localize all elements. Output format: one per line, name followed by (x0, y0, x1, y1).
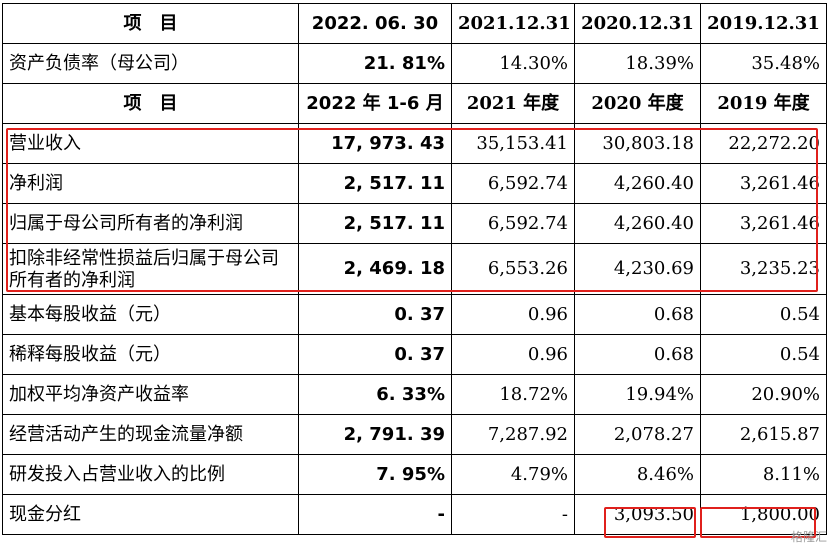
cell-2021: 4.79% (451, 454, 575, 495)
table-row: 研发投入占营业收入的比例 7. 95% 4.79% 8.46% 8.11% (2, 454, 827, 495)
cell-2021: 0.96 (451, 294, 575, 335)
cell-2019: 3,235.23 (700, 243, 827, 295)
cell-2020: 8.46% (574, 454, 701, 495)
header-2021-year: 2021 年度 (451, 83, 575, 124)
cell-2021: - (451, 494, 575, 535)
cell-2021: 18.72% (451, 374, 575, 415)
watermark: 格隆汇 (790, 530, 827, 544)
cell-2019: 2,615.87 (700, 414, 827, 455)
header-2019-year: 2019 年度 (700, 83, 827, 124)
cell-2020: 3,093.50 (574, 494, 701, 535)
header-item-label: 项 目 (2, 83, 299, 124)
cell-2019: 8.11% (700, 454, 827, 495)
row-label: 营业收入 (2, 123, 299, 164)
row-label: 现金分红 (2, 494, 299, 535)
row-label: 扣除非经常性损益后归属于母公司所有者的净利润 (2, 243, 299, 295)
table-row: 营业收入 17, 973. 43 35,153.41 30,803.18 22,… (2, 123, 827, 164)
cell-2020: 2,078.27 (574, 414, 701, 455)
cell-2019: 35.48% (700, 43, 827, 84)
table-row: 现金分红 - - 3,093.50 1,800.00 (2, 494, 827, 535)
cell-2019: 3,261.46 (700, 203, 827, 244)
row-label: 加权平均净资产收益率 (2, 374, 299, 415)
header-2022-06-30: 2022. 06. 30 (298, 3, 452, 44)
cell-2022h1: 2, 517. 11 (298, 203, 452, 244)
cell-2022h1: 17, 973. 43 (298, 123, 452, 164)
table-row: 稀释每股收益（元） 0. 37 0.96 0.68 0.54 (2, 334, 827, 375)
cell-2022h1: 2, 791. 39 (298, 414, 452, 455)
cell-2022h1: 21. 81% (298, 43, 452, 84)
cell-2021: 14.30% (451, 43, 575, 84)
row-label: 研发投入占营业收入的比例 (2, 454, 299, 495)
cell-2021: 35,153.41 (451, 123, 575, 164)
cell-2019: 0.54 (700, 334, 827, 375)
cell-2020: 0.68 (574, 334, 701, 375)
cell-2022h1: 2, 517. 11 (298, 163, 452, 204)
cell-2019: 0.54 (700, 294, 827, 335)
row-label: 稀释每股收益（元） (2, 334, 299, 375)
cell-2022h1: - (298, 494, 452, 535)
header-2020-year: 2020 年度 (574, 83, 701, 124)
cell-2021: 6,553.26 (451, 243, 575, 295)
cell-2021: 6,592.74 (451, 163, 575, 204)
cell-2021: 7,287.92 (451, 414, 575, 455)
table-row: 基本每股收益（元） 0. 37 0.96 0.68 0.54 (2, 294, 827, 335)
cell-2020: 18.39% (574, 43, 701, 84)
cell-2020: 0.68 (574, 294, 701, 335)
header-2021-12-31: 2021.12.31 (451, 3, 575, 44)
cell-2019: 3,261.46 (700, 163, 827, 204)
header-row-balance: 项 目 2022. 06. 30 2021.12.31 2020.12.31 2… (2, 3, 827, 44)
cell-2022h1: 0. 37 (298, 294, 452, 335)
cell-2020: 4,260.40 (574, 203, 701, 244)
row-label: 基本每股收益（元） (2, 294, 299, 335)
table-row: 归属于母公司所有者的净利润 2, 517. 11 6,592.74 4,260.… (2, 203, 827, 244)
header-2019-12-31: 2019.12.31 (700, 3, 827, 44)
financial-table: 项 目 2022. 06. 30 2021.12.31 2020.12.31 2… (2, 3, 827, 535)
table-row: 净利润 2, 517. 11 6,592.74 4,260.40 3,261.4… (2, 163, 827, 204)
header-2020-12-31: 2020.12.31 (574, 3, 701, 44)
cell-2022h1: 0. 37 (298, 334, 452, 375)
table-row: 加权平均净资产收益率 6. 33% 18.72% 19.94% 20.90% (2, 374, 827, 415)
cell-2022h1: 7. 95% (298, 454, 452, 495)
cell-2020: 19.94% (574, 374, 701, 415)
row-label: 经营活动产生的现金流量净额 (2, 414, 299, 455)
cell-2020: 4,260.40 (574, 163, 701, 204)
cell-2019: 22,272.20 (700, 123, 827, 164)
table-row: 经营活动产生的现金流量净额 2, 791. 39 7,287.92 2,078.… (2, 414, 827, 455)
table-row-debt-ratio: 资产负债率（母公司） 21. 81% 14.30% 18.39% 35.48% (2, 43, 827, 84)
cell-2022h1: 2, 469. 18 (298, 243, 452, 295)
cell-2019: 20.90% (700, 374, 827, 415)
row-label: 净利润 (2, 163, 299, 204)
header-2022-h1: 2022 年 1-6 月 (298, 83, 452, 124)
cell-2020: 30,803.18 (574, 123, 701, 164)
table-row: 扣除非经常性损益后归属于母公司所有者的净利润 2, 469. 18 6,553.… (2, 243, 827, 295)
cell-2020: 4,230.69 (574, 243, 701, 295)
header-row-income: 项 目 2022 年 1-6 月 2021 年度 2020 年度 2019 年度 (2, 83, 827, 124)
row-label: 资产负债率（母公司） (2, 43, 299, 84)
cell-2021: 6,592.74 (451, 203, 575, 244)
cell-2022h1: 6. 33% (298, 374, 452, 415)
cell-2021: 0.96 (451, 334, 575, 375)
row-label: 归属于母公司所有者的净利润 (2, 203, 299, 244)
header-item-label: 项 目 (2, 3, 299, 44)
